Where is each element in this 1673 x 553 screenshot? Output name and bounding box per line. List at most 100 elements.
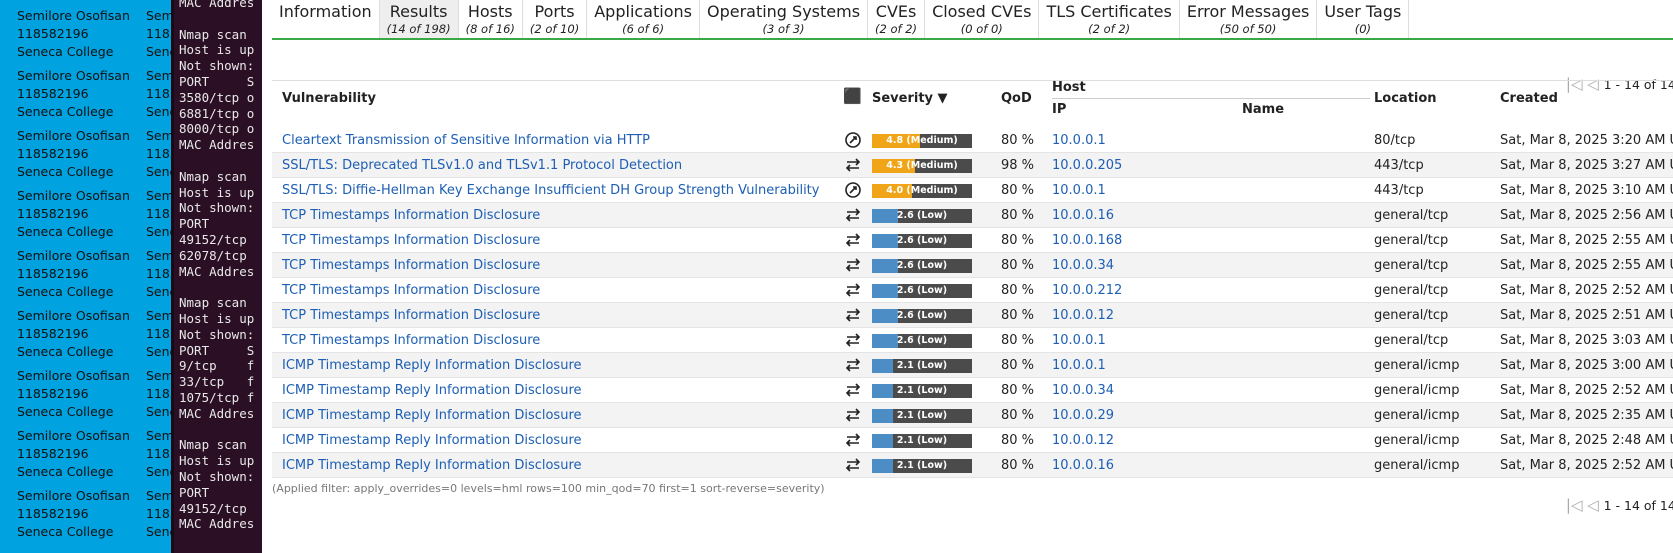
wallpaper-text: Semilore Osofisan [17,308,130,323]
terminal-line: MAC Addres [179,0,255,10]
column-header[interactable]: Vulnerability [282,91,376,106]
wallpaper-text: Sem [146,428,171,443]
wallpaper-text: 118582196 [17,266,89,281]
created: Sat, Mar 8, 2025 3:20 AM UTC [1500,133,1673,148]
severity-label: 2.6 (Low) [896,260,948,271]
host-ip-link[interactable]: 10.0.0.34 [1052,258,1115,273]
host-ip-link[interactable]: 10.0.0.29 [1052,408,1115,423]
vulnerability-link[interactable]: TCP Timestamps Information Disclosure [282,258,541,273]
vulnerability-link[interactable]: TCP Timestamps Information Disclosure [282,233,541,248]
tab[interactable]: User Tags (0) [1317,0,1410,38]
host-ip-link[interactable]: 10.0.0.12 [1052,433,1115,448]
column-header[interactable]: QoD [1001,91,1032,106]
tab[interactable]: Results (14 of 198) [379,0,459,38]
wallpaper-text: 118582196 [17,206,89,221]
solution-type-icon [844,431,862,453]
host-ip-link[interactable]: 10.0.0.212 [1052,283,1123,298]
column-header[interactable]: Created [1500,91,1558,106]
tab[interactable]: TLS Certificates (2 of 2) [1039,0,1180,38]
tab-count: (50 of 50) [1219,22,1277,36]
wallpaper-text: Seneca College [17,464,114,479]
vulnerability-link[interactable]: Cleartext Transmission of Sensitive Info… [282,133,651,148]
vulnerability-link[interactable]: ICMP Timestamp Reply Information Disclos… [282,458,582,473]
wallpaper-text: Semilore Osofisan [17,68,130,83]
host-ip-link[interactable]: 10.0.0.168 [1052,233,1123,248]
host-ip-link[interactable]: 10.0.0.1 [1052,333,1106,348]
tab-count: (2 of 10) [529,22,580,36]
host-ip-link[interactable]: 10.0.0.16 [1052,458,1115,473]
tab-name: Hosts [467,2,513,21]
tab[interactable]: Error Messages (50 of 50) [1180,0,1318,38]
vulnerability-link[interactable]: TCP Timestamps Information Disclosure [282,333,541,348]
wallpaper-text: Senec [146,344,171,359]
host-ip-link[interactable]: 10.0.0.205 [1052,158,1123,173]
tab[interactable]: Ports (2 of 10) [523,0,588,38]
tab-name: Operating Systems [706,2,861,21]
tab[interactable]: Hosts (8 of 16) [459,0,523,38]
vulnerability-link[interactable]: TCP Timestamps Information Disclosure [282,308,541,323]
tab-name: Closed CVEs [932,2,1032,21]
created: Sat, Mar 8, 2025 2:51 AM UTC [1500,308,1673,323]
qod: 80 % [1001,133,1035,148]
solution-type-icon [844,231,862,253]
vulnerability-link[interactable]: ICMP Timestamp Reply Information Disclos… [282,383,582,398]
severity-label: 2.6 (Low) [896,210,948,221]
terminal-line: Nmap scan [179,437,247,453]
terminal-line: Not shown: [179,58,255,74]
wallpaper-text: Seneca College [17,404,114,419]
vulnerability-link[interactable]: TCP Timestamps Information Disclosure [282,283,541,298]
severity-label: 2.1 (Low) [896,460,948,471]
wallpaper-text: Semilore Osofisan [17,248,130,263]
host-ip-link[interactable]: 10.0.0.34 [1052,383,1115,398]
result-row: ICMP Timestamp Reply Information Disclos… [272,403,1673,428]
host-ip-link[interactable]: 10.0.0.1 [1052,133,1106,148]
terminal-line: 3580/tcp o [179,89,255,105]
wallpaper-text: 1185 [146,386,171,401]
qod: 80 % [1001,208,1035,223]
vulnerability-link[interactable]: SSL/TLS: Deprecated TLSv1.0 and TLSv1.1 … [282,158,683,173]
severity-fill [872,384,893,398]
host-ip-link[interactable]: 10.0.0.1 [1052,358,1106,373]
severity-label: 2.6 (Low) [896,335,948,346]
host-ip-link[interactable]: 10.0.0.12 [1052,308,1115,323]
created: Sat, Mar 8, 2025 3:03 AM UTC [1500,333,1673,348]
tab[interactable]: Closed CVEs (0 of 0) [925,0,1040,38]
pagination-bottom: |◁ ◁ 1 - 14 of 14 ▷ ▷| [1550,481,1673,529]
severity-fill [872,284,898,298]
wallpaper-text: Sem [146,128,171,143]
column-header[interactable]: Location [1374,91,1437,106]
vulnerability-link[interactable]: ICMP Timestamp Reply Information Disclos… [282,433,582,448]
severity-bar: 2.6 (Low) [872,209,972,223]
severity-bar: 2.6 (Low) [872,234,972,248]
wallpaper-text: Sem [146,488,171,503]
wallpaper-text: Senec [146,284,171,299]
location: 443/tcp [1374,183,1424,198]
host-ip-link[interactable]: 10.0.0.1 [1052,183,1106,198]
wallpaper-text: Seneca College [17,44,114,59]
severity-fill [872,359,893,373]
vulnerability-link[interactable]: TCP Timestamps Information Disclosure [282,208,541,223]
column-header: Host [1052,80,1086,95]
wallpaper-text: 1185 [146,506,171,521]
vulnerability-link[interactable]: SSL/TLS: Diffie-Hellman Key Exchange Ins… [282,183,820,198]
column-header[interactable]: Name [1242,102,1285,117]
column-header[interactable]: Severity ▼ [872,91,948,106]
terminal-line: 49152/tcp [179,232,247,247]
severity-fill [872,159,915,173]
wallpaper-text: Senec [146,404,171,419]
tab-name: Information [279,2,372,21]
tab[interactable]: Information [272,0,380,38]
host-ip-link[interactable]: 10.0.0.16 [1052,208,1115,223]
terminal-line: 9/tcp f [179,358,255,374]
tab[interactable]: Applications (6 of 6) [587,0,700,38]
wallpaper-text: 1185 [146,86,171,101]
column-header[interactable]: IP [1052,102,1067,117]
tab-bar: Information Results (14 of 198) Hosts (8 of … [272,0,1673,40]
vulnerability-link[interactable]: ICMP Timestamp Reply Information Disclos… [282,358,582,373]
vulnerability-link[interactable]: ICMP Timestamp Reply Information Disclos… [282,408,582,423]
terminal-line: MAC Addres [179,137,255,153]
tab[interactable]: CVEs (2 of 2) [868,0,926,38]
wallpaper-text: Seneca College [17,524,114,539]
tab[interactable]: Operating Systems (3 of 3) [700,0,869,38]
result-row: TCP Timestamps Information Disclosure 2.6… [272,303,1673,328]
